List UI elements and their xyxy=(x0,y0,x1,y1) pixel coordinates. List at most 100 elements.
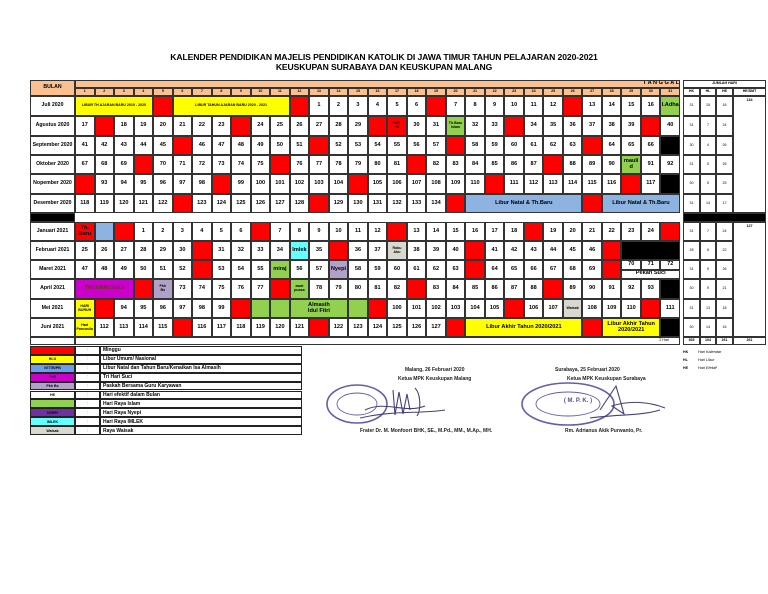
effective-day-cell: 7 xyxy=(445,96,466,116)
holiday-cell-sunday xyxy=(445,318,466,337)
summary-hk: 30 xyxy=(683,318,700,337)
summary-hl: 13 xyxy=(700,299,716,318)
pekan-suci-label: Pekan Suci xyxy=(621,269,680,279)
effective-day-cell: 71 xyxy=(172,155,193,174)
summary-he: 25 xyxy=(716,174,733,194)
effective-day-cell: 84 xyxy=(445,279,466,299)
effective-day-cell: 48 xyxy=(231,136,251,155)
effective-day-cell: 27 xyxy=(309,116,329,136)
effective-day-cell: 87 xyxy=(523,155,544,174)
effective-day-cell: 34 xyxy=(523,116,544,136)
effective-day-cell: 115 xyxy=(582,174,602,194)
holiday-cell-sunday xyxy=(348,174,368,194)
effective-day-cell: 14 xyxy=(426,222,446,241)
holiday-cell-sunday xyxy=(445,136,466,155)
month-label: Mei 2021 xyxy=(30,299,75,318)
effective-day-cell: 99 xyxy=(231,174,251,194)
effective-day-cell: 88 xyxy=(562,155,583,174)
effective-day-cell: 33 xyxy=(484,116,505,136)
month-label: Nopember 2020 xyxy=(30,174,75,194)
effective-day-cell: 104 xyxy=(465,299,485,318)
effective-day-cell: 122 xyxy=(153,194,173,213)
effective-day-cell: 110 xyxy=(621,299,641,318)
special-day-cell: TRI HARI SUCI xyxy=(75,279,134,299)
special-day-cell: HARI BURUH xyxy=(75,299,95,318)
effective-day-cell: 13 xyxy=(406,222,427,241)
summary-hl: 5 xyxy=(700,260,716,279)
summary-hl: 7 xyxy=(700,222,716,241)
stamp-signature-surabaya-icon xyxy=(521,382,666,426)
effective-day-cell: 39 xyxy=(426,241,446,260)
effective-day-cell: 1 xyxy=(309,96,329,116)
effective-day-cell: 110 xyxy=(465,174,485,194)
effective-day-cell: 80 xyxy=(367,155,388,174)
effective-day-cell: 104 xyxy=(328,174,349,194)
summary-hl: 9 xyxy=(700,279,716,299)
non-existent-day-cell xyxy=(660,279,680,299)
holy-week-day-cell: 72 xyxy=(660,260,680,270)
effective-day-cell: 64 xyxy=(484,260,505,279)
legend-separator: : xyxy=(75,346,100,355)
effective-day-cell: 78 xyxy=(328,155,349,174)
special-day-cell: Waisak xyxy=(562,299,583,318)
effective-day-cell: 34 xyxy=(270,241,290,260)
effective-day-cell: 22 xyxy=(601,222,622,241)
effective-day-cell: 112 xyxy=(523,174,544,194)
legend-separator: : xyxy=(75,372,100,382)
summary-hk: 31 xyxy=(683,260,700,279)
effective-day-cell: 131 xyxy=(367,194,388,213)
holiday-cell-sunday xyxy=(562,96,583,116)
effective-day-cell: 96 xyxy=(153,299,173,318)
document-title: KALENDER PENDIDIKAN MAJELIS PENDIDIKAN K… xyxy=(170,52,598,62)
effective-day-cell: 6 xyxy=(406,96,427,116)
effective-day-cell: 5 xyxy=(211,222,232,241)
effective-day-cell: 101 xyxy=(270,174,290,194)
effective-day-cell: 108 xyxy=(426,174,446,194)
semester-separator-summary xyxy=(683,213,766,222)
summary-hk: 31 xyxy=(683,222,700,241)
effective-day-cell: 63 xyxy=(562,136,583,155)
effective-day-cell: 11 xyxy=(348,222,368,241)
holy-week-day-cell: 70 xyxy=(621,260,641,270)
summary-he: 21 xyxy=(716,279,733,299)
special-day-cell: Libur Natal & Th.Baru xyxy=(601,194,680,213)
effective-day-cell: 56 xyxy=(406,136,427,155)
effective-day-cell: 1 xyxy=(133,222,154,241)
effective-day-cell: 28 xyxy=(133,241,154,260)
special-day-cell xyxy=(250,299,271,318)
summary-he: 16 xyxy=(716,318,733,337)
holiday-cell-sunday xyxy=(133,279,154,299)
effective-day-cell: 111 xyxy=(504,174,524,194)
day-number-header: 11 xyxy=(270,88,290,96)
effective-day-cell: 106 xyxy=(523,299,544,318)
effective-day-cell: 41 xyxy=(484,241,505,260)
effective-day-cell: 58 xyxy=(348,260,368,279)
summary-hk: 31 xyxy=(683,155,700,174)
summary-hl: 5 xyxy=(700,155,716,174)
effective-day-cell: 98 xyxy=(192,174,212,194)
holiday-cell-sunday xyxy=(231,299,251,318)
effective-day-cell: 38 xyxy=(406,241,427,260)
effective-day-cell: 117 xyxy=(640,174,661,194)
effective-day-cell: 59 xyxy=(367,260,388,279)
special-day-cell: Pkh Bs xyxy=(153,279,173,299)
summary-he: 17 xyxy=(716,194,733,213)
effective-day-cell: 113 xyxy=(114,318,134,337)
effective-day-cell: 82 xyxy=(387,279,407,299)
effective-day-cell: 80 xyxy=(348,279,368,299)
holiday-cell-sunday xyxy=(445,194,466,213)
effective-day-cell: 83 xyxy=(445,155,466,174)
effective-day-cell: 25 xyxy=(270,116,290,136)
effective-day-cell: 89 xyxy=(562,279,583,299)
effective-day-cell: 31 xyxy=(426,116,446,136)
effective-day-cell: 45 xyxy=(562,241,583,260)
effective-day-cell: 22 xyxy=(192,116,212,136)
effective-day-cell: 85 xyxy=(484,155,505,174)
special-day-cell: HUT RI xyxy=(387,116,407,136)
summary-hk: 28 xyxy=(683,241,700,260)
summary-hk: 31 xyxy=(683,96,700,116)
effective-day-cell: 58 xyxy=(465,136,485,155)
day-number-header: 25 xyxy=(543,88,563,96)
special-day-cell xyxy=(94,222,115,241)
effective-day-cell: 126 xyxy=(250,194,271,213)
